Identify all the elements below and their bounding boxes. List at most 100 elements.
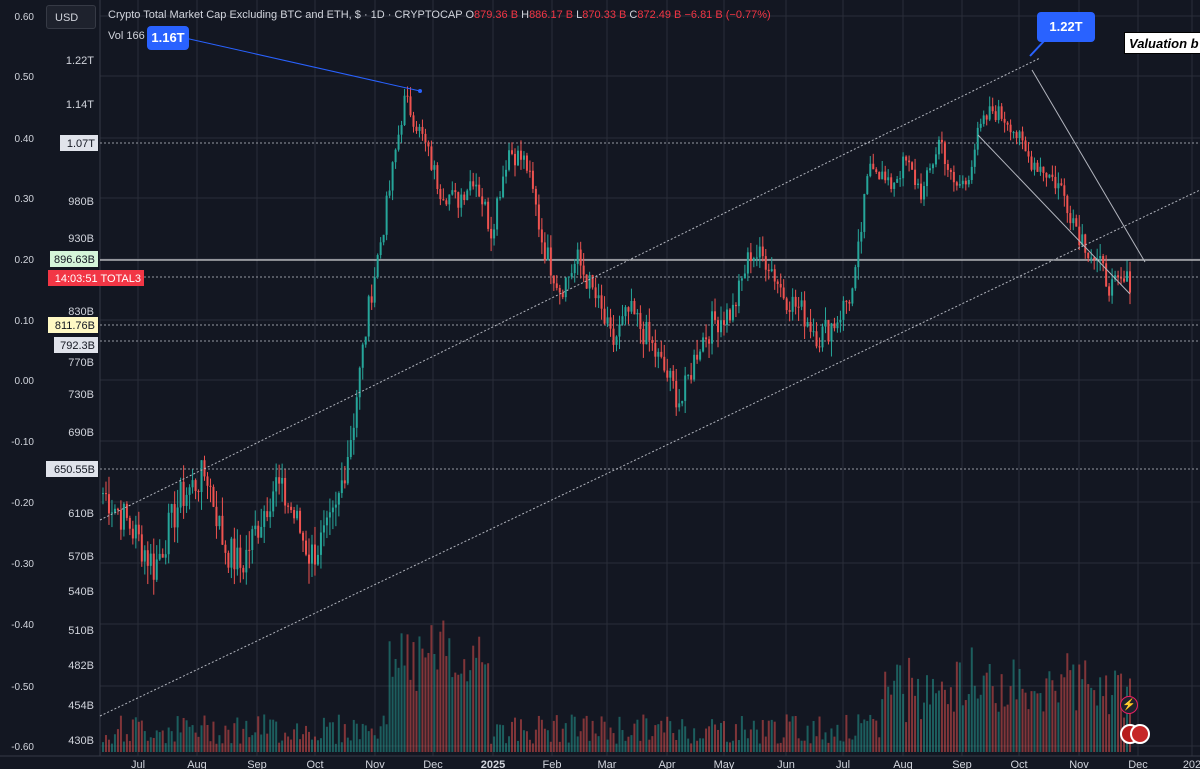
callout-right[interactable]: 1.22T bbox=[1037, 12, 1095, 42]
volume-bar bbox=[239, 743, 242, 752]
volume-bar bbox=[600, 716, 603, 752]
legend-vol-label: Vol bbox=[108, 30, 124, 42]
price-tick: 980B bbox=[68, 196, 94, 208]
volume-bar bbox=[833, 736, 836, 752]
volume-bar bbox=[579, 731, 582, 752]
price-tick: 770B bbox=[68, 357, 94, 369]
volume-bar bbox=[636, 719, 639, 752]
volume-bar bbox=[567, 742, 570, 752]
volume-bar bbox=[343, 724, 346, 752]
svg-text:650.55B: 650.55B bbox=[54, 464, 95, 476]
volume-bar bbox=[964, 700, 967, 752]
candle bbox=[128, 515, 131, 536]
candle bbox=[743, 264, 746, 279]
callout-right-line[interactable] bbox=[1029, 39, 1046, 57]
volume-bar bbox=[352, 719, 355, 752]
candle bbox=[836, 316, 839, 333]
volume-bar bbox=[911, 677, 914, 752]
volume-bar bbox=[400, 633, 403, 752]
volume-bar bbox=[761, 720, 764, 752]
volume-bar bbox=[367, 731, 370, 752]
candle bbox=[579, 241, 582, 279]
volume-bar bbox=[546, 730, 549, 752]
volume-bar bbox=[466, 681, 469, 752]
callout-left-line[interactable] bbox=[184, 37, 421, 92]
volume-bar bbox=[346, 737, 349, 752]
event-flag-icon[interactable] bbox=[1130, 724, 1150, 744]
price-tick: 540B bbox=[68, 586, 94, 598]
volume-bar bbox=[531, 743, 534, 752]
candle bbox=[830, 322, 833, 357]
candle bbox=[561, 289, 564, 300]
volume-bar bbox=[654, 725, 657, 752]
candle bbox=[782, 279, 785, 300]
volume-bar bbox=[1036, 693, 1039, 752]
candle bbox=[803, 291, 806, 339]
volume-bar bbox=[794, 715, 797, 752]
volume-bar bbox=[522, 730, 525, 752]
lightning-icon[interactable]: ⚡ bbox=[1120, 696, 1138, 714]
volume-bar bbox=[899, 665, 902, 752]
volume-bar bbox=[785, 714, 788, 752]
volume-bar bbox=[1063, 677, 1066, 752]
volume-bar bbox=[284, 732, 287, 752]
candle bbox=[519, 140, 522, 170]
candle bbox=[475, 173, 478, 198]
volume-bar bbox=[104, 735, 107, 752]
volume-bar bbox=[519, 719, 522, 752]
price-label: 792.3B bbox=[54, 337, 98, 353]
volume-bar bbox=[821, 739, 824, 752]
channel-upper-line[interactable] bbox=[99, 57, 1041, 521]
volume-bar bbox=[839, 740, 842, 752]
volume-bar bbox=[1108, 714, 1111, 752]
volume-bar bbox=[502, 725, 505, 752]
callout-left[interactable]: 1.16T bbox=[147, 26, 189, 50]
candle bbox=[1063, 178, 1066, 207]
candle bbox=[684, 366, 687, 414]
candle bbox=[881, 161, 884, 180]
candle bbox=[525, 152, 528, 174]
volume-bar bbox=[800, 740, 803, 752]
candle bbox=[985, 114, 988, 126]
candle bbox=[522, 151, 525, 169]
volume-bar bbox=[188, 726, 191, 752]
candle bbox=[325, 510, 328, 539]
volume-bar bbox=[633, 723, 636, 752]
channel-lower-line[interactable] bbox=[99, 189, 1200, 717]
volume-bar bbox=[146, 740, 149, 752]
candle bbox=[639, 305, 642, 344]
candle bbox=[764, 248, 767, 282]
volume-bar bbox=[1054, 690, 1057, 752]
candle bbox=[439, 184, 442, 206]
left-axis-tick: 0.00 bbox=[15, 376, 35, 387]
volume-bar bbox=[746, 738, 749, 752]
time-axis[interactable]: Jul Aug Sep Oct Nov Dec 2025 Feb Mar Apr May Jun Jul… bbox=[131, 759, 1200, 769]
volume-bar bbox=[328, 722, 331, 752]
drawings[interactable] bbox=[99, 37, 1200, 717]
valuation-text-box[interactable]: Valuation b bbox=[1124, 32, 1200, 54]
candle bbox=[430, 140, 433, 171]
candle bbox=[472, 172, 475, 190]
volume-bar bbox=[1027, 709, 1030, 752]
candle bbox=[690, 362, 693, 384]
callout-left-anchor[interactable] bbox=[418, 89, 422, 93]
trend-line-upper[interactable] bbox=[1031, 69, 1146, 263]
trend-line-lower[interactable] bbox=[977, 134, 1131, 295]
candle bbox=[442, 188, 445, 201]
currency-button[interactable]: USD bbox=[46, 5, 96, 29]
volume-bar bbox=[917, 678, 920, 752]
candle bbox=[1006, 121, 1009, 131]
candle bbox=[627, 306, 630, 325]
candle bbox=[543, 232, 546, 264]
candle bbox=[821, 323, 824, 352]
volume-bar bbox=[955, 661, 958, 752]
candle bbox=[648, 308, 651, 352]
volume-bar bbox=[155, 730, 158, 752]
candle bbox=[457, 191, 460, 218]
volume-bar bbox=[516, 740, 519, 752]
candle bbox=[758, 237, 761, 268]
volume-bar bbox=[881, 699, 884, 752]
volume-bar bbox=[1012, 659, 1015, 752]
candle bbox=[310, 534, 313, 577]
